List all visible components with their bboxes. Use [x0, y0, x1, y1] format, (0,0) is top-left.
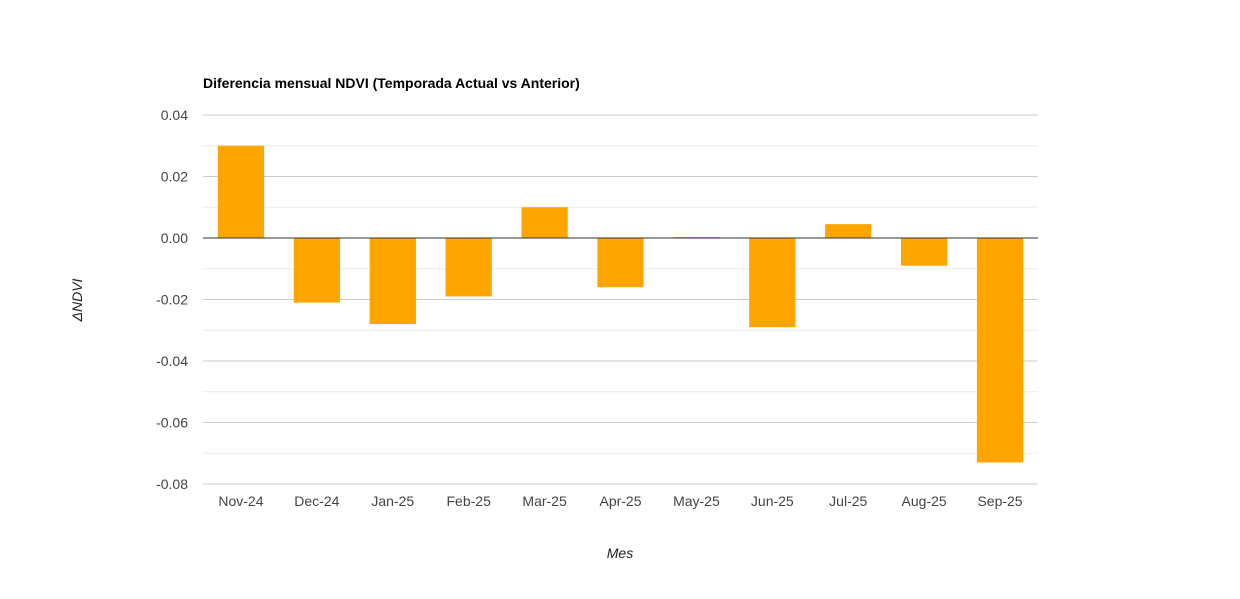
- x-tick-label: Dec-24: [294, 493, 339, 509]
- x-tick-label: Jan-25: [371, 493, 414, 509]
- bar-nov-24: [217, 145, 265, 238]
- bar-jan-25: [369, 238, 416, 325]
- bar-dec-24: [293, 238, 341, 303]
- x-tick-label: Jul-25: [829, 493, 867, 509]
- x-tick-label: Mar-25: [522, 493, 567, 509]
- bar-jul-25: [825, 224, 872, 238]
- x-tick-label: Apr-25: [599, 493, 641, 509]
- x-tick-label: Sep-25: [977, 493, 1022, 509]
- bar-aug-25: [900, 238, 948, 266]
- y-tick-label: -0.06: [156, 415, 188, 431]
- y-tick-label: -0.04: [156, 353, 188, 369]
- chart-title: Diferencia mensual NDVI (Temporada Actua…: [203, 75, 580, 91]
- y-tick-label: -0.08: [156, 476, 188, 492]
- x-tick-label: Jun-25: [751, 493, 794, 509]
- axes: 0.04 0.02 0.00 -0.02 -0.04 -0.06 -0.08 Nov-24 De…: [156, 107, 1038, 509]
- x-tick-label: May-25: [673, 493, 720, 509]
- y-tick-label: 0.02: [161, 169, 188, 185]
- bar-sep-25: [976, 238, 1024, 463]
- bar-mar-25: [521, 207, 568, 238]
- x-axis-title: Mes: [607, 545, 633, 561]
- gridlines: [203, 114, 1038, 485]
- y-tick-label: 0.00: [161, 230, 188, 246]
- bars: [217, 145, 1024, 463]
- y-tick-label: -0.02: [156, 292, 188, 308]
- bar-feb-25: [445, 238, 492, 297]
- y-tick-label: 0.04: [161, 107, 188, 123]
- x-tick-label: Nov-24: [218, 493, 263, 509]
- y-axis-title: ΔNDVI: [69, 278, 85, 322]
- x-tick-label: Aug-25: [902, 493, 947, 509]
- bar-jun-25: [749, 238, 796, 328]
- bar-apr-25: [597, 238, 644, 288]
- x-tick-label: Feb-25: [447, 493, 492, 509]
